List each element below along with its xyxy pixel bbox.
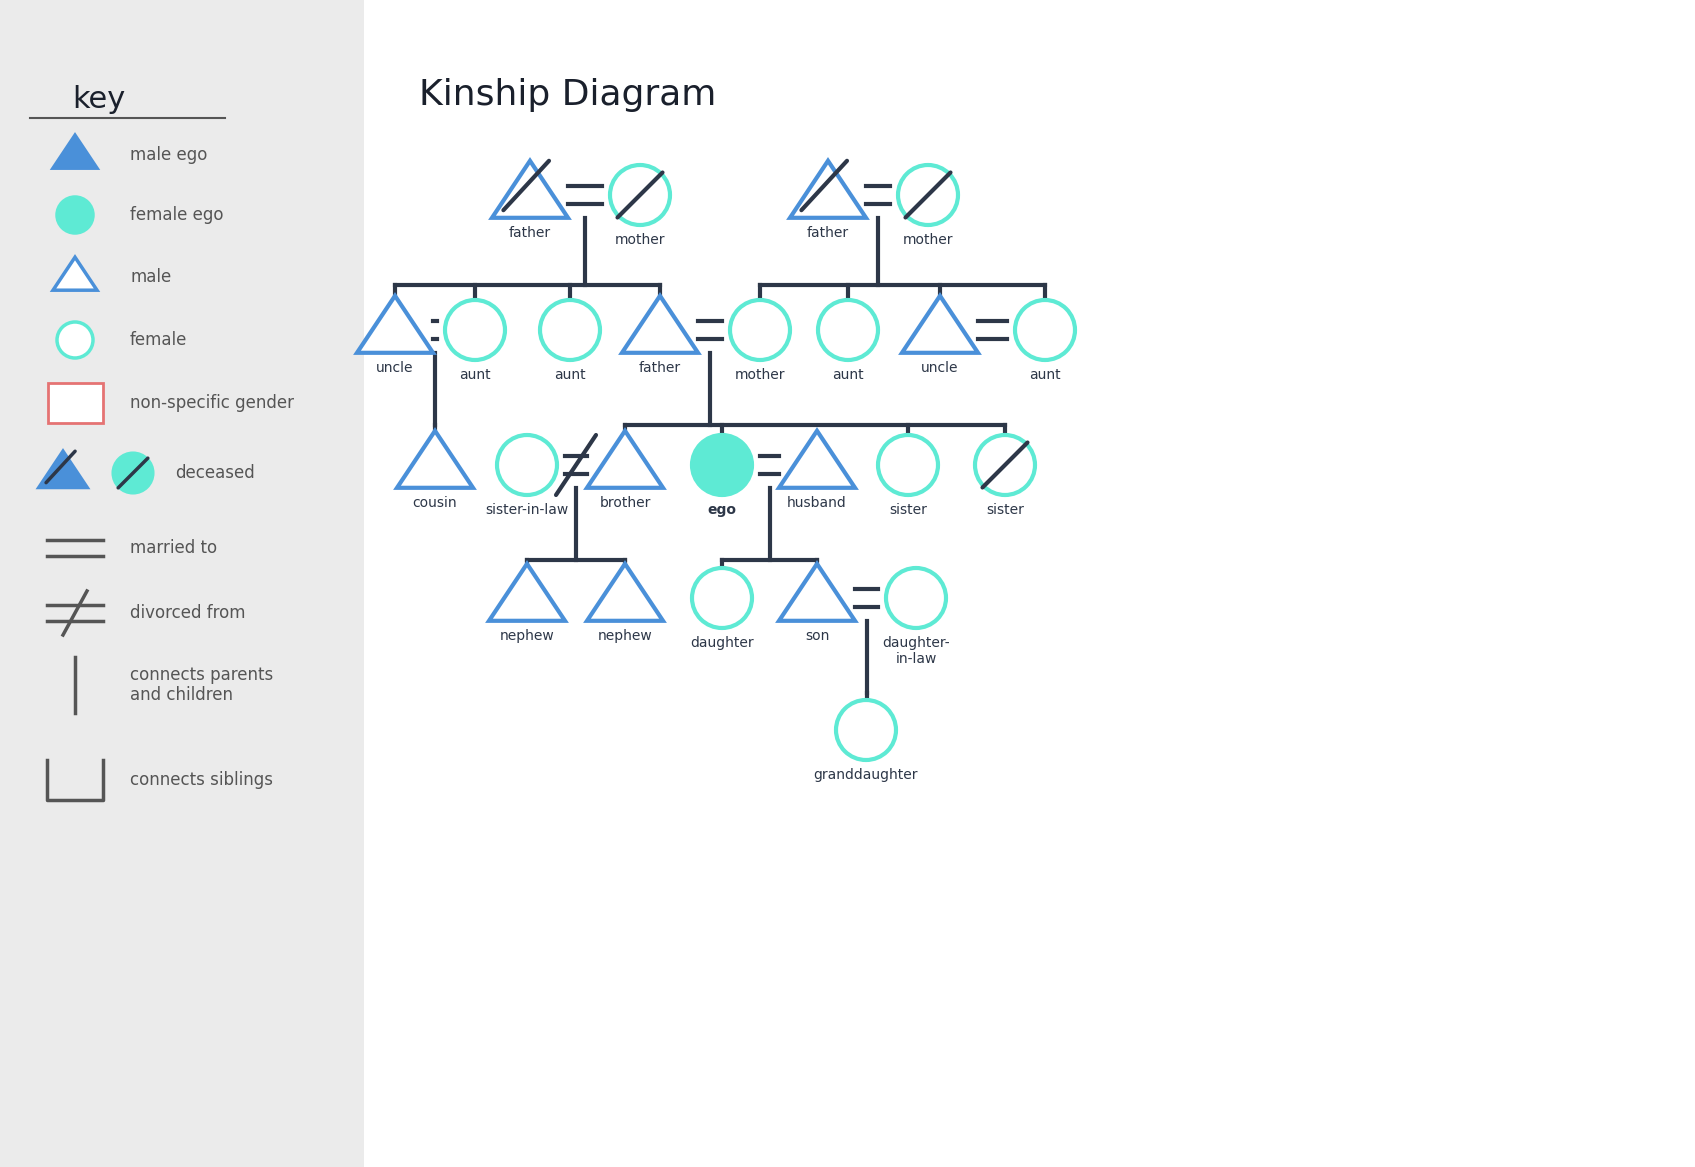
Polygon shape <box>488 564 564 621</box>
Text: father: father <box>508 225 551 239</box>
Circle shape <box>731 300 790 359</box>
Polygon shape <box>492 161 568 218</box>
Text: nephew: nephew <box>500 629 554 643</box>
Text: male: male <box>131 268 171 286</box>
Text: sister-in-law: sister-in-law <box>485 503 568 517</box>
Text: aunt: aunt <box>1029 368 1061 382</box>
Text: aunt: aunt <box>459 368 492 382</box>
Text: husband: husband <box>786 496 848 510</box>
Text: male ego: male ego <box>131 146 207 165</box>
Text: deceased: deceased <box>175 464 254 482</box>
Text: female: female <box>131 331 188 349</box>
Text: aunt: aunt <box>832 368 864 382</box>
Text: daughter-
in-law: daughter- in-law <box>881 636 949 666</box>
Circle shape <box>610 165 670 225</box>
Text: Kinship Diagram: Kinship Diagram <box>419 78 717 112</box>
Circle shape <box>836 700 897 760</box>
Polygon shape <box>39 452 86 488</box>
Text: key: key <box>71 85 125 114</box>
Polygon shape <box>780 564 854 621</box>
Text: son: son <box>805 629 829 643</box>
Text: father: father <box>639 361 681 375</box>
Bar <box>0 0 364 1167</box>
Circle shape <box>819 300 878 359</box>
Text: mother: mother <box>903 233 953 247</box>
Text: daughter: daughter <box>690 636 754 650</box>
Circle shape <box>878 435 937 495</box>
Circle shape <box>886 568 946 628</box>
Text: female ego: female ego <box>131 207 224 224</box>
Circle shape <box>58 322 93 358</box>
Text: sister: sister <box>986 503 1024 517</box>
Polygon shape <box>902 295 978 352</box>
Text: non-specific gender: non-specific gender <box>131 394 293 412</box>
Text: mother: mother <box>734 368 785 382</box>
Text: connects siblings: connects siblings <box>131 771 273 789</box>
Text: connects parents
and children: connects parents and children <box>131 665 273 705</box>
Text: uncle: uncle <box>376 361 414 375</box>
Text: nephew: nephew <box>598 629 653 643</box>
Text: aunt: aunt <box>554 368 586 382</box>
Polygon shape <box>397 431 473 488</box>
Text: mother: mother <box>615 233 664 247</box>
Text: granddaughter: granddaughter <box>814 768 919 782</box>
Circle shape <box>1015 300 1075 359</box>
Polygon shape <box>622 295 698 352</box>
Polygon shape <box>358 295 432 352</box>
Text: sister: sister <box>890 503 927 517</box>
Text: divorced from: divorced from <box>131 605 246 622</box>
Circle shape <box>446 300 505 359</box>
Circle shape <box>541 300 600 359</box>
Circle shape <box>692 568 753 628</box>
Circle shape <box>692 435 753 495</box>
Polygon shape <box>586 431 663 488</box>
Text: brother: brother <box>600 496 651 510</box>
Circle shape <box>497 435 558 495</box>
Text: ego: ego <box>707 503 737 517</box>
Bar <box>47 383 102 422</box>
Text: uncle: uncle <box>922 361 959 375</box>
Bar <box>364 0 1695 1167</box>
Polygon shape <box>790 161 866 218</box>
Circle shape <box>58 197 93 233</box>
Circle shape <box>975 435 1036 495</box>
Text: cousin: cousin <box>412 496 458 510</box>
Polygon shape <box>780 431 854 488</box>
Circle shape <box>114 453 153 492</box>
Polygon shape <box>586 564 663 621</box>
Circle shape <box>898 165 958 225</box>
Polygon shape <box>53 135 97 168</box>
Polygon shape <box>53 257 97 291</box>
Text: father: father <box>807 225 849 239</box>
Text: married to: married to <box>131 539 217 557</box>
